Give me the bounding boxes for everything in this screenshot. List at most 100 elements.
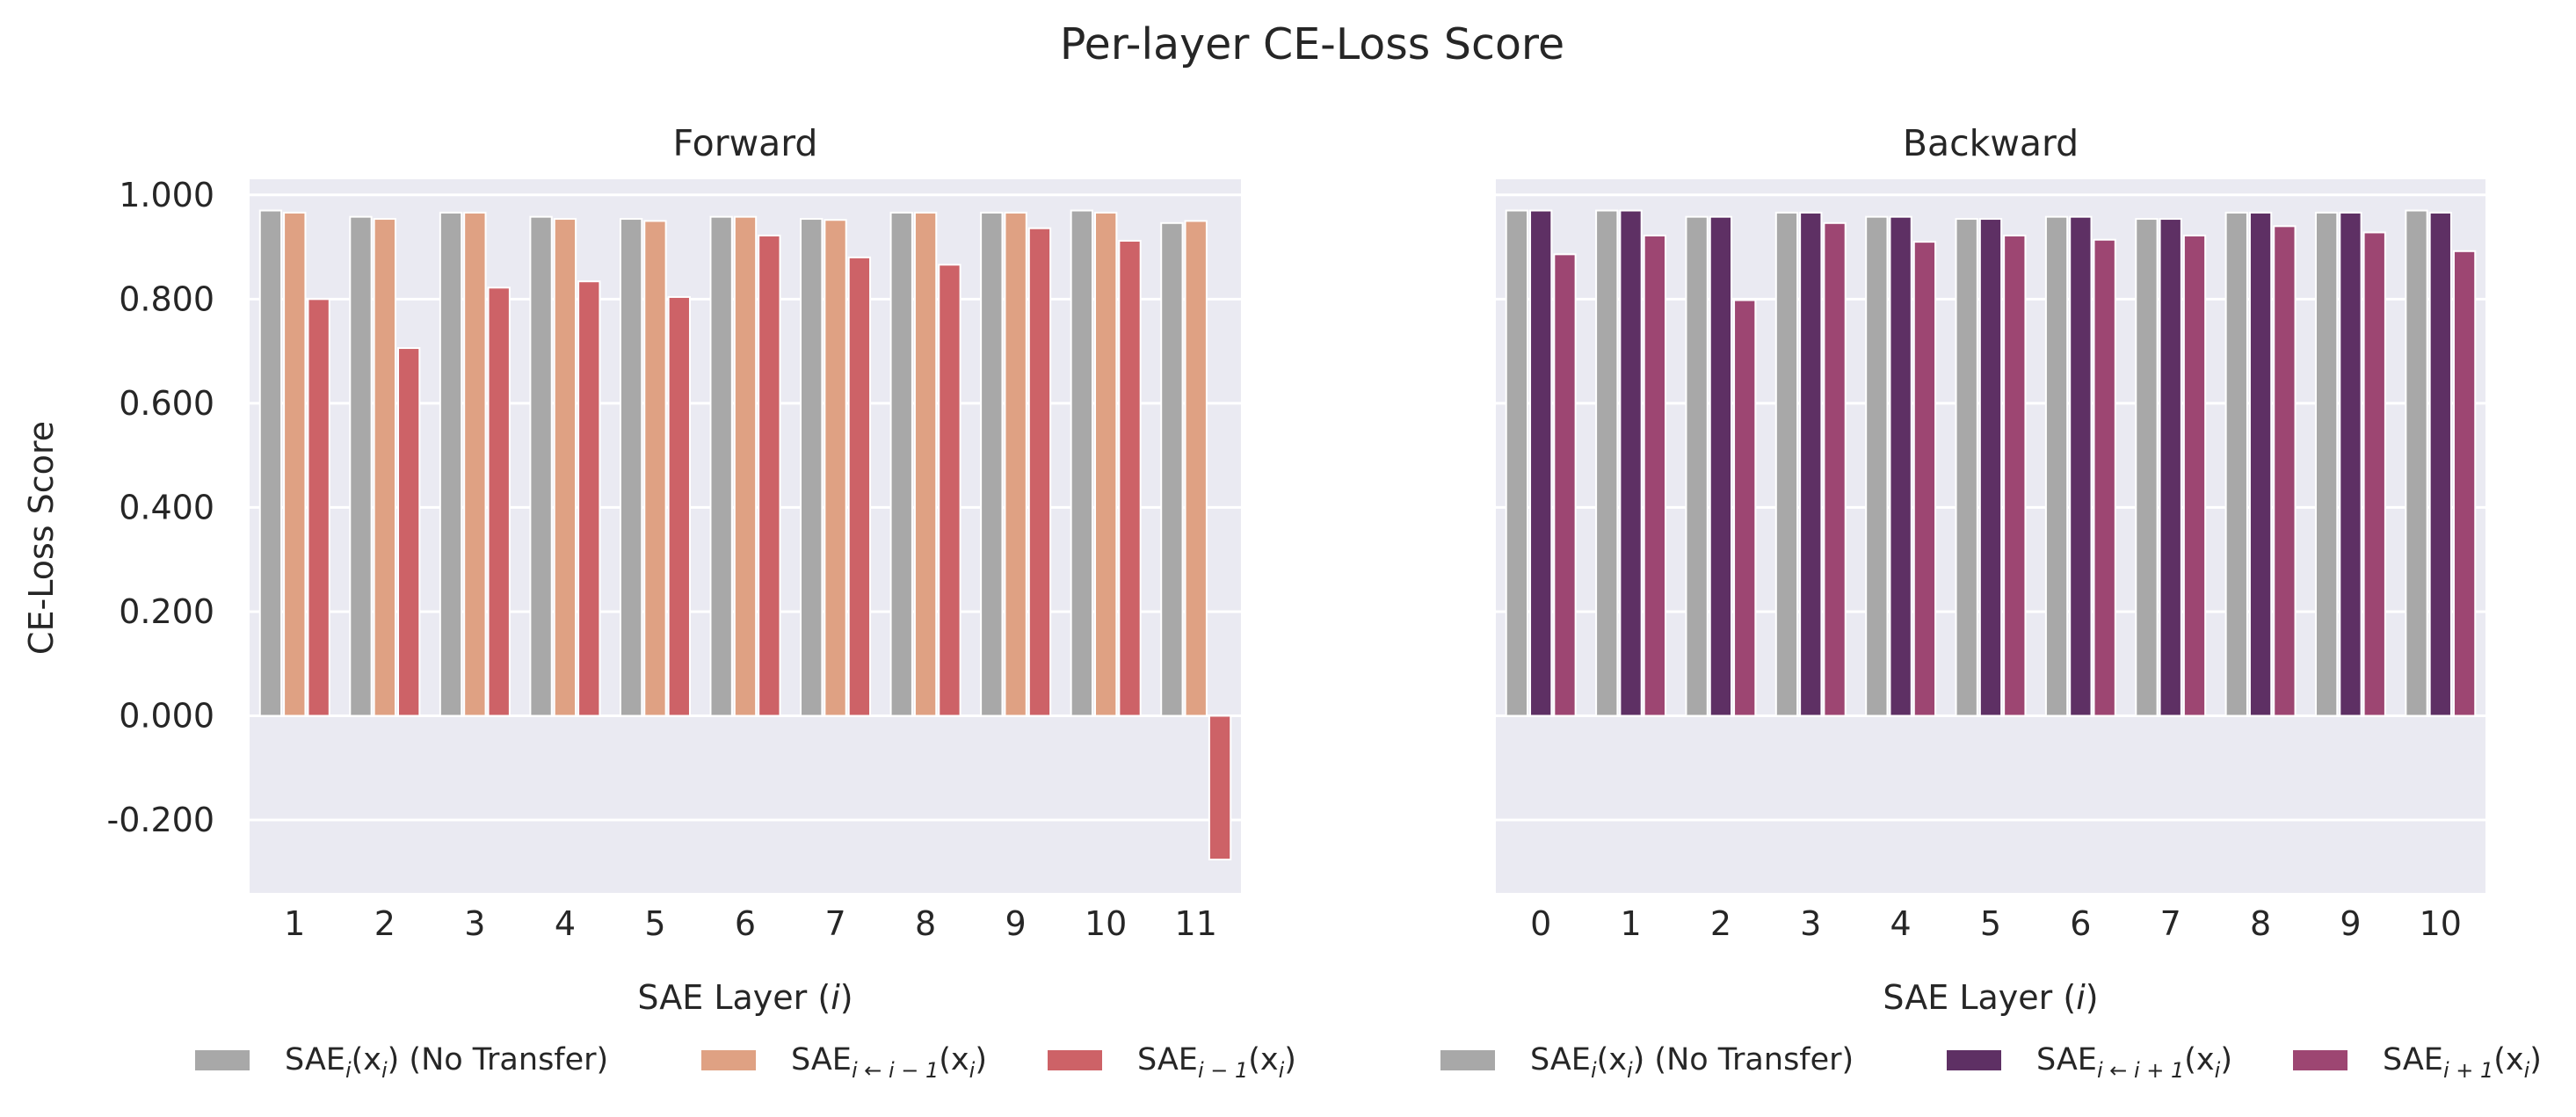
x-tick-label: 6 <box>735 904 756 943</box>
x-tick-label: 11 <box>1175 904 1217 943</box>
y-axis-label: CE-Loss Score <box>22 421 61 655</box>
x-tick-label: 9 <box>1005 904 1027 943</box>
bar-backward-s2-1 <box>1643 235 1666 717</box>
legend-forward-neighbor: SAEi − 1(xi) <box>1048 1042 1296 1083</box>
x-tick-label: 1 <box>1620 904 1641 943</box>
legend-forward-no-transfer: SAEi(xi) (No Transfer) <box>195 1042 608 1083</box>
x-axis-label: SAE Layer (i) <box>637 978 853 1017</box>
y-tick-label: 0.200 <box>119 592 214 631</box>
bar-backward-s1-10 <box>2428 211 2452 717</box>
bar-backward-s0-9 <box>2315 211 2339 717</box>
bar-forward-s2-9 <box>1027 227 1052 717</box>
legend-forward-transfer-swatch <box>701 1050 756 1070</box>
bar-forward-s1-4 <box>553 218 577 717</box>
bar-backward-s0-8 <box>2224 211 2248 717</box>
bar-forward-s1-2 <box>373 218 396 717</box>
bar-forward-s0-1 <box>258 209 283 717</box>
bar-forward-s0-5 <box>619 218 643 717</box>
bar-forward-s2-1 <box>307 298 330 717</box>
bar-forward-s2-11 <box>1208 714 1232 861</box>
bar-forward-s1-11 <box>1184 220 1208 717</box>
bar-forward-s0-2 <box>349 215 373 717</box>
bar-backward-s2-4 <box>1912 241 1937 717</box>
x-tick-label: 4 <box>1890 904 1912 943</box>
bar-backward-s0-1 <box>1595 209 1619 717</box>
bar-backward-s1-9 <box>2339 211 2362 717</box>
x-tick-label: 8 <box>915 904 936 943</box>
bar-forward-s0-8 <box>889 211 913 717</box>
legend-forward-no-transfer-label: SAEi(xi) (No Transfer) <box>285 1042 608 1083</box>
figure-title: Per-layer CE-Loss Score <box>1060 19 1564 69</box>
legend-backward-neighbor: SAEi + 1(xi) <box>2293 1042 2542 1083</box>
bar-backward-s0-4 <box>1865 215 1889 717</box>
forward-panel-title: Forward <box>673 122 818 164</box>
legend-backward-transfer-label: SAEi ← i + 1(xi) <box>2036 1042 2232 1083</box>
legend-backward-transfer: SAEi ← i + 1(xi) <box>1947 1042 2232 1083</box>
bar-backward-s0-10 <box>2405 209 2428 717</box>
x-tick-label: 4 <box>555 904 576 943</box>
legend-backward-no-transfer-swatch <box>1440 1050 1495 1070</box>
legend-backward-transfer-swatch <box>1947 1050 2001 1070</box>
y-tick-label: 0.000 <box>119 696 214 735</box>
bar-backward-s0-6 <box>2044 215 2069 717</box>
bar-forward-s1-1 <box>283 211 307 717</box>
y-tick-label: 0.400 <box>119 488 214 526</box>
forward-panel: Forward CE-Loss Score -0.200 0.000 0.200 0.… <box>22 122 1241 1017</box>
x-tick-label: 8 <box>2250 904 2271 943</box>
bar-forward-s2-4 <box>577 280 601 717</box>
bar-backward-s2-8 <box>2273 225 2297 717</box>
x-tick-label: 0 <box>1530 904 1551 943</box>
bar-forward-s2-7 <box>847 256 872 717</box>
y-tick-label: 0.600 <box>119 384 214 423</box>
bar-backward-s0-5 <box>1955 218 1978 717</box>
bar-backward-s1-8 <box>2248 211 2273 717</box>
legend-backward-no-transfer: SAEi(xi) (No Transfer) <box>1440 1042 1854 1083</box>
bar-backward-s0-3 <box>1774 211 1799 717</box>
backward-legend: SAEi(xi) (No Transfer) SAEi ← i + 1(xi) SA… <box>1440 1042 2542 1083</box>
bar-backward-s2-2 <box>1733 299 1757 717</box>
bar-backward-s2-6 <box>2093 238 2116 717</box>
bar-backward-s0-2 <box>1685 215 1709 717</box>
bar-forward-s2-5 <box>667 295 691 717</box>
x-tick-label: 7 <box>2160 904 2181 943</box>
bar-backward-s2-3 <box>1823 221 1847 717</box>
y-tick-label: 0.800 <box>119 279 214 318</box>
bar-backward-s1-7 <box>2159 218 2182 717</box>
x-tick-label: 5 <box>644 904 665 943</box>
bar-forward-s0-4 <box>529 215 553 717</box>
x-tick-label: 10 <box>2420 904 2462 943</box>
bar-backward-s1-5 <box>1978 218 2003 717</box>
x-tick-label: 9 <box>2340 904 2361 943</box>
bar-backward-s1-6 <box>2069 215 2093 717</box>
bar-forward-s0-11 <box>1160 221 1184 717</box>
bar-forward-s1-9 <box>1004 211 1027 717</box>
bar-forward-s2-6 <box>758 235 781 717</box>
bar-forward-s2-8 <box>938 264 961 717</box>
bar-forward-s1-8 <box>913 211 938 717</box>
bar-backward-s2-0 <box>1553 253 1577 717</box>
bar-forward-s2-3 <box>487 287 511 717</box>
bar-backward-s2-9 <box>2362 231 2386 717</box>
bar-backward-s1-1 <box>1619 209 1643 717</box>
x-tick-label: 2 <box>1710 904 1731 943</box>
bar-forward-s0-7 <box>800 218 824 717</box>
legend-backward-neighbor-label: SAEi + 1(xi) <box>2383 1042 2542 1083</box>
bar-forward-s2-2 <box>396 347 421 717</box>
legend-forward-neighbor-label: SAEi − 1(xi) <box>1137 1042 1296 1083</box>
bar-forward-s0-3 <box>439 211 463 717</box>
bar-backward-s2-5 <box>2003 235 2027 717</box>
legend-forward-transfer: SAEi ← i − 1(xi) <box>701 1042 987 1083</box>
bar-backward-s1-2 <box>1709 215 1733 717</box>
x-tick-label: 1 <box>284 904 305 943</box>
x-tick-label: 7 <box>824 904 845 943</box>
x-tick-label: 10 <box>1085 904 1127 943</box>
bar-forward-s1-6 <box>733 215 758 717</box>
x-axis-label: SAE Layer (i) <box>1883 978 2098 1017</box>
bar-backward-s0-7 <box>2135 218 2159 717</box>
bar-forward-s2-10 <box>1118 239 1142 717</box>
legend-backward-no-transfer-label: SAEi(xi) (No Transfer) <box>1530 1042 1854 1083</box>
bar-forward-s1-5 <box>643 220 667 717</box>
bar-forward-s0-9 <box>980 211 1004 717</box>
bar-backward-s1-0 <box>1529 209 1553 717</box>
